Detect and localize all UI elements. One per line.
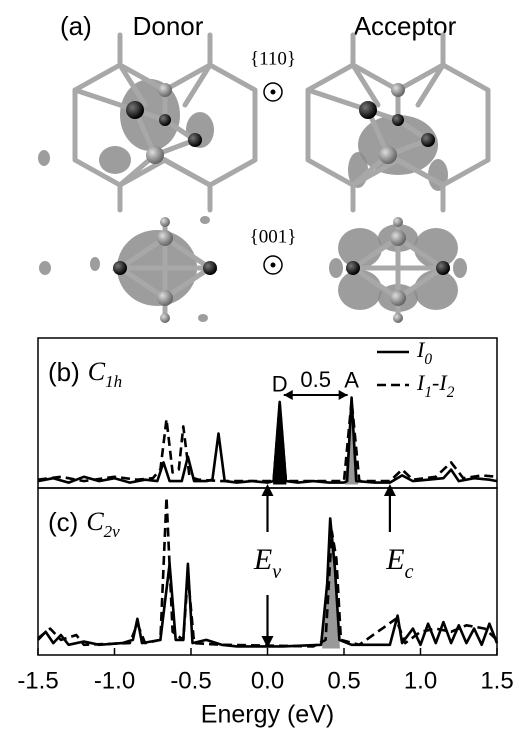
spectrum-line	[38, 398, 497, 483]
band-edge-label: Ec	[385, 543, 413, 583]
legend-label: I0	[416, 337, 432, 368]
band-edge-symbol: E	[253, 543, 272, 576]
donor-title: Donor	[133, 11, 204, 41]
out-of-plane-symbol	[264, 256, 282, 274]
band-edge-label: Ev	[253, 543, 281, 583]
figure: (a) Donor Acceptor {110} {001} D A 0.5 (b) C…	[0, 0, 519, 730]
x-tick-label: 1.0	[404, 667, 437, 694]
peak-label: A	[344, 367, 359, 392]
band-edge-symbol: E	[385, 543, 404, 576]
peak-label: D	[272, 372, 288, 397]
panel-title: (b) C1h	[48, 357, 122, 392]
density-lobe	[38, 150, 50, 166]
arrow-head	[262, 484, 274, 496]
spectrum-line	[38, 401, 497, 482]
view-direction: {001}	[250, 226, 297, 247]
out-of-plane-symbol	[264, 83, 282, 101]
legend-label: I1-I2	[416, 370, 455, 401]
band-edge-sub: c	[405, 561, 414, 583]
arrow-head	[384, 484, 396, 496]
gap-label: 0.5	[300, 367, 331, 392]
panel-label: (a)	[60, 11, 92, 41]
panel-label: (c)	[48, 507, 78, 537]
donor-structure-bottom	[39, 216, 217, 323]
panel-label: (b)	[48, 357, 80, 387]
x-tick-label: 0.0	[251, 667, 284, 694]
panel-symbol-sub: 2v	[104, 522, 121, 541]
panel-symbol: C	[86, 507, 104, 536]
panel-symbol-sub: 1h	[105, 372, 122, 391]
x-axis-label: Energy (eV)	[201, 701, 334, 729]
x-tick-label: -0.5	[170, 667, 211, 694]
acceptor-structure-top	[308, 35, 488, 210]
panel-a: (a) Donor Acceptor {110} {001}	[38, 11, 488, 323]
donor-structure-top	[75, 35, 255, 210]
view-direction: {110}	[250, 48, 296, 69]
band-edge-sub: v	[272, 561, 281, 583]
x-tick-label: 1.5	[480, 667, 513, 694]
panel-title: (c) C2v	[48, 507, 120, 542]
x-tick-label: -1.5	[17, 667, 58, 694]
x-tick-label: 0.5	[327, 667, 360, 694]
panel-symbol: C	[88, 357, 106, 386]
x-tick-label: -1.0	[94, 667, 135, 694]
acceptor-structure-bottom	[329, 217, 467, 323]
